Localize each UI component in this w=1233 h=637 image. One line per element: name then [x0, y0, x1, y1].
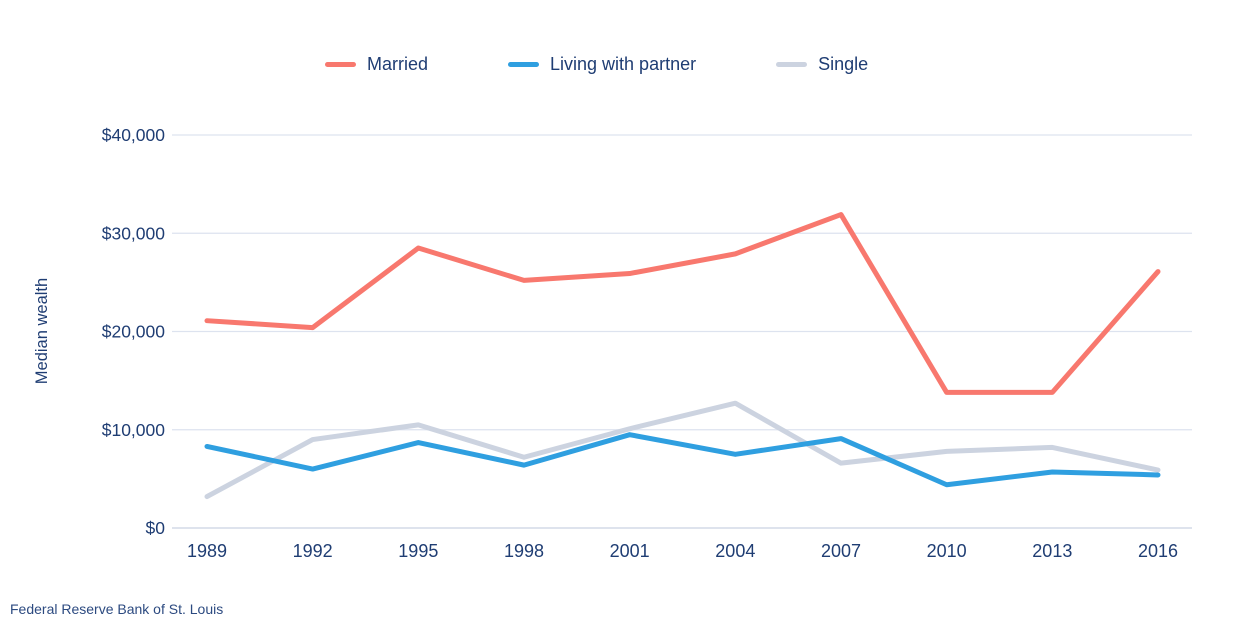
x-tick-label: 2004 [715, 541, 755, 561]
x-tick-label: 2007 [821, 541, 861, 561]
x-tick-label: 1998 [504, 541, 544, 561]
y-tick-label: $40,000 [102, 125, 166, 145]
married-line-swatch-icon [325, 62, 356, 67]
legend-label: Living with partner [550, 54, 697, 74]
legend-label: Single [818, 54, 869, 74]
y-tick-label: $20,000 [102, 322, 166, 342]
x-tick-label: 1989 [187, 541, 227, 561]
x-tick-label: 2010 [927, 541, 967, 561]
y-tick-label: $30,000 [102, 223, 166, 243]
x-tick-label: 2001 [610, 541, 650, 561]
living-with-partner-line-swatch-icon [508, 62, 540, 67]
x-tick-label: 1992 [293, 541, 333, 561]
legend-item-single: Single [776, 54, 868, 75]
single-line-swatch-icon [776, 62, 808, 67]
x-tick-label: 2016 [1138, 541, 1178, 561]
legend-label: Married [367, 54, 429, 74]
x-tick-label: 2013 [1032, 541, 1072, 561]
series-line-single [204, 400, 1161, 500]
series-line-married [204, 212, 1161, 395]
legend-item-married: Married [325, 54, 428, 75]
y-axis-title: Median wealth [33, 278, 51, 384]
chart-legend: Married Living with partner Single [325, 54, 868, 75]
legend-item-living-with-partner: Living with partner [508, 54, 696, 75]
series-line-living-with-partner [204, 432, 1161, 488]
y-tick-label: $0 [146, 518, 166, 538]
y-tick-label: $10,000 [102, 420, 166, 440]
source-attribution: Federal Reserve Bank of St. Louis [10, 601, 224, 617]
x-tick-label: 1995 [398, 541, 438, 561]
